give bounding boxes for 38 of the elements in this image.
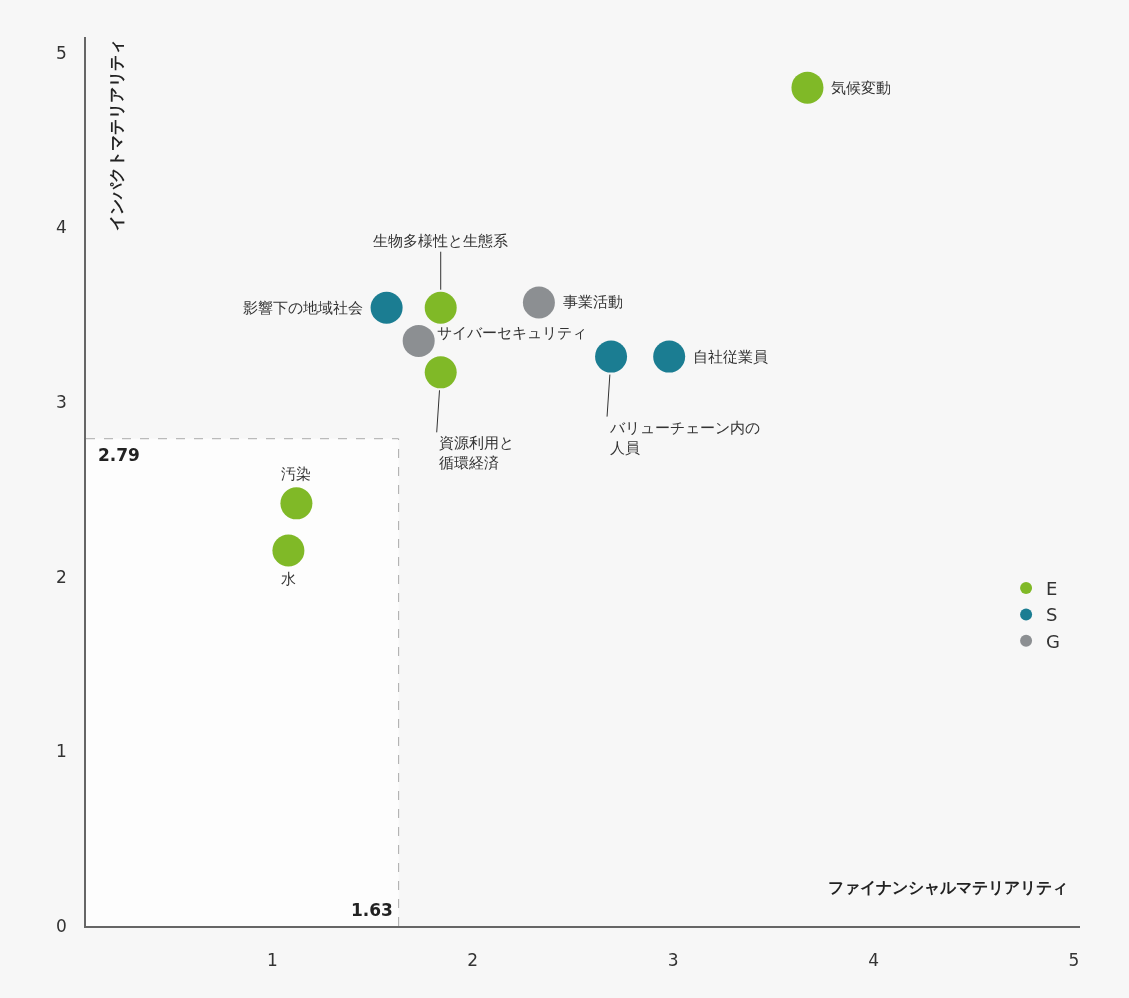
x-tick-label: 1	[266, 950, 278, 971]
y-tick-label: 1	[56, 741, 67, 762]
annotation: 事業活動	[563, 293, 623, 311]
annotation: 影響下の地域社会	[243, 299, 363, 317]
y-tick-label: 5	[56, 42, 67, 63]
annotation: 水	[281, 570, 296, 588]
point	[272, 534, 305, 567]
point	[424, 356, 457, 389]
annotation: 生物多様性と生態系	[373, 232, 508, 250]
y-tick-label: 4	[56, 217, 67, 238]
annotation: 気候変動	[831, 79, 891, 97]
ref-line-label: 1.63	[351, 900, 393, 920]
y-axis-title: インパクトマテリアリティ	[106, 38, 126, 231]
x-axis-title: ファイナンシャルマテリアリティ	[828, 878, 1068, 897]
point	[522, 286, 555, 319]
ref-line-label: 2.79	[98, 445, 140, 465]
annotation: 汚染	[281, 465, 311, 483]
y-tick-label: 0	[56, 915, 67, 936]
point	[424, 291, 457, 324]
x-tick-label: 2	[467, 950, 479, 971]
x-tick-label: 3	[667, 950, 679, 971]
point	[653, 340, 686, 373]
y-tick-label: 2	[56, 566, 67, 587]
point	[280, 487, 313, 520]
point	[595, 340, 628, 373]
legend-label: E	[1046, 578, 1058, 600]
legend-label: S	[1046, 604, 1058, 626]
x-tick-label: 4	[868, 950, 879, 971]
point	[402, 324, 435, 357]
x-tick-label: 5	[1068, 950, 1080, 971]
point	[791, 71, 824, 104]
annotation: 自社従業員	[693, 348, 768, 366]
annotation: 資源利用と循環経済	[439, 434, 514, 472]
annotation: バリューチェーン内の人員	[609, 419, 760, 457]
y-tick-label: 3	[56, 391, 67, 412]
legend-label: G	[1046, 630, 1061, 652]
point	[370, 291, 403, 324]
annotation: サイバーセキュリティ	[437, 324, 587, 342]
